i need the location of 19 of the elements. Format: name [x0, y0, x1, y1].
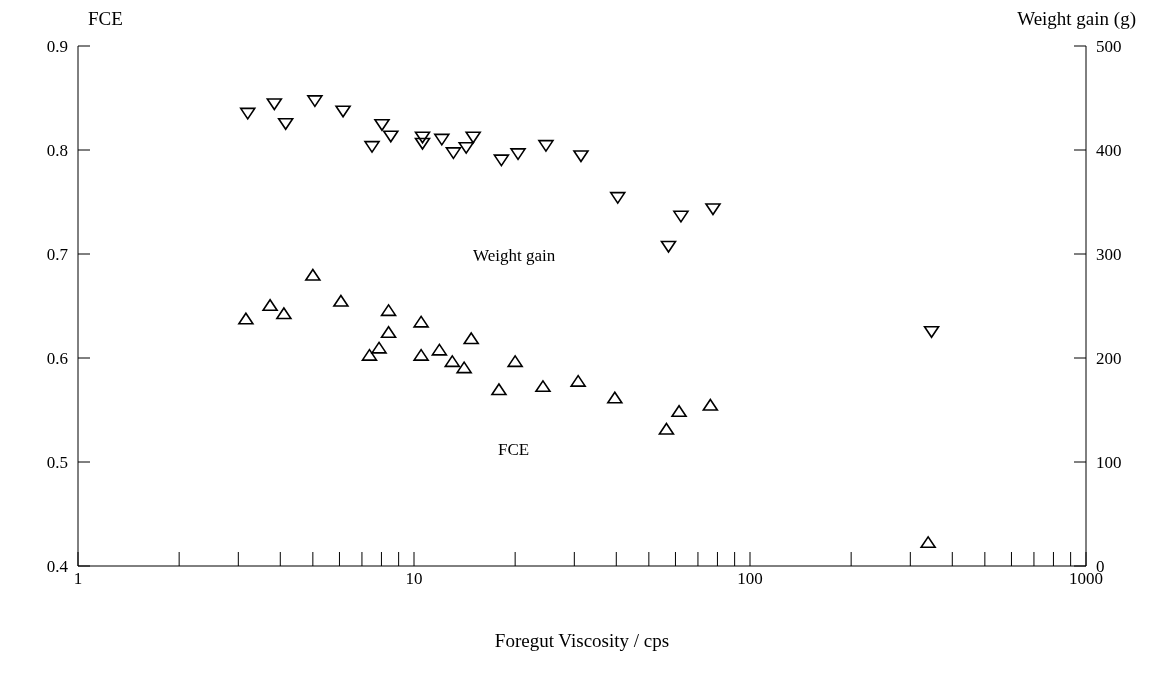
y-tick-label: 0.5: [46, 453, 68, 473]
y-tick-label: 0.4: [46, 557, 69, 577]
y2-axis-title: Weight gain (g): [1017, 8, 1136, 31]
y-tick-label: 0.9: [46, 37, 68, 57]
x-tick-label: 10: [405, 569, 423, 589]
y2-tick-label: 500: [1096, 37, 1122, 57]
y-tick-label: 0.7: [46, 245, 69, 265]
y2-tick-label: 300: [1096, 245, 1122, 265]
annotation: FCE: [498, 440, 530, 460]
y-axis-title: FCE: [88, 8, 123, 31]
y2-tick-label: 400: [1096, 141, 1122, 161]
x-axis-title: Foregut Viscosity / cps: [493, 630, 671, 652]
y-tick-label: 0.6: [46, 349, 68, 369]
y2-tick-label: 200: [1096, 349, 1122, 369]
y2-tick-label: 100: [1096, 453, 1122, 473]
x-tick-label: 100: [737, 569, 763, 589]
y-tick-label: 0.8: [46, 141, 68, 161]
annotation: Weight gain: [473, 246, 556, 266]
x-tick-label: 1: [73, 569, 83, 589]
